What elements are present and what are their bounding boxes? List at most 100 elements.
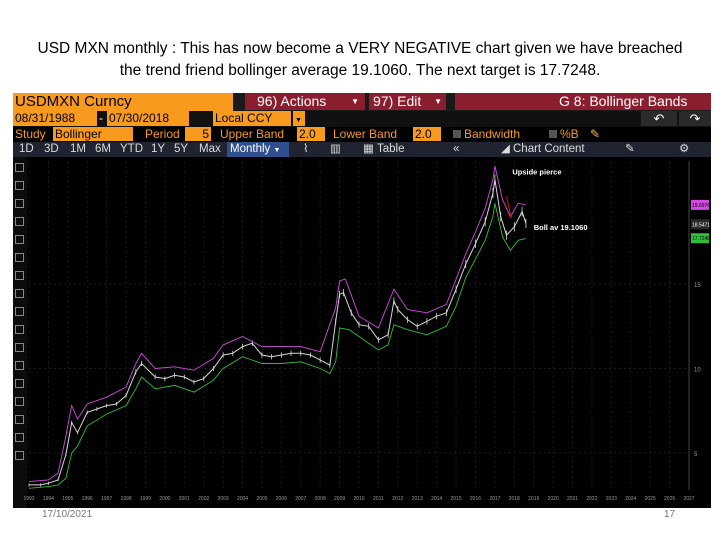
boll-average-annotation: Boll av 19.1060	[534, 223, 588, 232]
annotation-tool-icon[interactable]	[15, 217, 24, 226]
measure-tool-icon[interactable]	[15, 343, 24, 352]
x-tick-label: 2012	[392, 496, 403, 502]
currency-dropdown-button[interactable]: ▼	[293, 111, 305, 126]
x-tick-label: 2002	[198, 496, 209, 502]
undo-button[interactable]: ↶	[641, 111, 677, 126]
chevron-down-icon: ▼	[273, 147, 281, 154]
range-tab-max[interactable]: Max	[199, 143, 221, 155]
arrow-tool-icon[interactable]	[15, 307, 24, 316]
y-tick-label: 5	[694, 452, 698, 458]
x-tick-label: 2021	[567, 496, 578, 502]
x-tick-label: 2008	[315, 496, 326, 502]
range-tab-1y[interactable]: 1Y	[151, 143, 166, 155]
undo-icon: ↶	[653, 111, 665, 126]
bar-chart-icon[interactable]: ▥	[330, 143, 341, 155]
x-tick-label: 2007	[295, 496, 306, 502]
redo-button[interactable]: ↷	[679, 111, 711, 126]
delete-tool-icon[interactable]	[15, 415, 24, 424]
layers-tool-icon[interactable]	[15, 379, 24, 388]
chevron-down-icon: ▼	[295, 117, 302, 124]
x-tick-label: 1999	[140, 496, 151, 502]
x-tick-label: 2022	[586, 496, 597, 502]
table-button[interactable]: Table	[377, 143, 405, 155]
edit-menu[interactable]: 97) Edit ▼	[369, 93, 446, 110]
lower_band-line	[28, 203, 526, 489]
settings-tool-icon[interactable]	[15, 451, 24, 460]
percent-b-checkbox[interactable]	[549, 130, 557, 138]
x-tick-label: 2018	[509, 496, 520, 502]
edit-chart-icon[interactable]: ✎	[625, 143, 635, 155]
range-tab-ytd[interactable]: YTD	[120, 143, 143, 155]
range-tab-3d[interactable]: 3D	[44, 143, 59, 155]
range-tab-6m[interactable]: 6M	[95, 143, 111, 155]
last-value-label-upper: 19.6976	[692, 203, 710, 209]
range-tab-5y[interactable]: 5Y	[174, 143, 189, 155]
bollinger-chart[interactable]: 5 10 15 1993 1994 1995 1996 1997 1998 1999 2000 200…	[13, 157, 711, 508]
shape-tool-icon[interactable]	[15, 289, 24, 298]
x-tick-label: 2020	[548, 496, 559, 502]
page-number: 17	[664, 509, 676, 520]
frequency-select[interactable]: Monthly ▼	[227, 142, 289, 157]
currency-select[interactable]: Local CCY	[213, 111, 291, 126]
ticker-field[interactable]: USDMXN Curncy	[13, 93, 233, 111]
x-tick-label: 2017	[489, 496, 500, 502]
text-tool-icon[interactable]	[15, 271, 24, 280]
table-icon[interactable]: ▦	[363, 143, 374, 155]
bandwidth-label: Bandwidth	[464, 127, 521, 141]
percent-b-label: %B	[560, 127, 579, 141]
footer-date: 17/10/2021	[42, 509, 93, 520]
collapse-icon[interactable]: «	[453, 143, 460, 155]
x-tick-label: 2013	[412, 496, 423, 502]
bandwidth-checkbox[interactable]	[453, 130, 461, 138]
x-tick-label: 2001	[179, 496, 190, 502]
lower-band-input[interactable]: 2.0	[413, 127, 441, 141]
line-chart-icon[interactable]: ⌇	[303, 143, 309, 155]
upside-pierce-annotation: Upside pierce	[512, 167, 561, 176]
gear-icon[interactable]: ⚙	[679, 143, 690, 155]
fib-tool-icon[interactable]	[15, 235, 24, 244]
x-tick-label: 2014	[431, 496, 442, 502]
range-tab-1m[interactable]: 1M	[70, 143, 86, 155]
line-tool-icon[interactable]	[15, 181, 24, 190]
x-tick-label: 2019	[528, 496, 539, 502]
y-tick-label: 15	[694, 283, 701, 289]
x-tick-label: 1996	[82, 496, 93, 502]
drawing-toolbar	[13, 157, 27, 508]
study-select[interactable]: Bollinger	[53, 127, 133, 141]
x-tick-label: 2023	[606, 496, 617, 502]
upper-band-input[interactable]: 2.0	[297, 127, 325, 141]
chart-content-button[interactable]: Chart Content	[513, 143, 585, 155]
trend-tool-icon[interactable]	[15, 199, 24, 208]
actions-menu[interactable]: 96) Actions ▼	[245, 93, 365, 110]
zoom-tool-icon[interactable]	[15, 325, 24, 334]
x-tick-label: 2000	[159, 496, 170, 502]
range-toolbar: 1D 3D 1M 6M YTD 1Y 5Y Max Monthly ▼ ⌇ ▥ …	[13, 142, 711, 157]
period-input[interactable]: 5	[185, 127, 211, 141]
eraser-tool-icon[interactable]	[15, 361, 24, 370]
range-tab-1d[interactable]: 1D	[19, 143, 34, 155]
x-tick-label: 1997	[101, 496, 112, 502]
x-tick-label: 2011	[373, 496, 384, 502]
upper_band-line	[28, 165, 526, 483]
x-tick-label: 2027	[683, 496, 694, 502]
lock-tool-icon[interactable]	[15, 397, 24, 406]
color-tool-icon[interactable]	[15, 433, 24, 442]
cursor-tool-icon[interactable]	[15, 163, 24, 172]
end-date-field[interactable]: 07/30/2018	[107, 111, 189, 126]
actions-label: 96) Actions	[257, 93, 327, 109]
last-value-badge-upper	[691, 199, 709, 210]
slide-title-line-1: USD MXN monthly : This has now become a …	[37, 40, 683, 57]
channel-tool-icon[interactable]	[15, 253, 24, 262]
x-tick-label: 2026	[664, 496, 675, 502]
start-date-field[interactable]: 08/31/1988	[13, 111, 97, 126]
command-bar: USDMXN Curncy 96) Actions ▼ 97) Edit ▼ G…	[13, 93, 711, 111]
last-value-badge-lower	[691, 233, 709, 244]
pencil-icon[interactable]: ✎	[590, 127, 601, 141]
x-tick-label: 1993	[23, 496, 34, 502]
x-tick-label: 1995	[62, 496, 73, 502]
bloomberg-terminal: USDMXN Curncy 96) Actions ▼ 97) Edit ▼ G…	[13, 93, 711, 508]
chevron-down-icon: ▼	[351, 97, 359, 106]
edit-label: 97) Edit	[373, 93, 422, 109]
x-tick-label: 2016	[470, 496, 481, 502]
last-value-label-lower: 17.7248	[692, 236, 710, 242]
